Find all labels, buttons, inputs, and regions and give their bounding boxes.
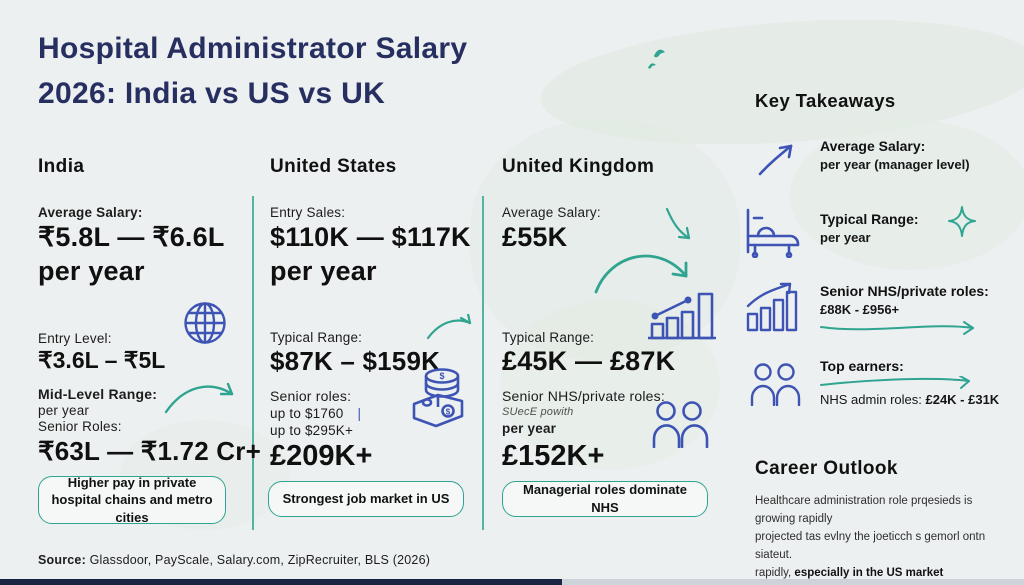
india-senior-roles-label: Senior Roles: (38, 419, 122, 434)
takeaway-3-title: Senior NHS/private roles: (820, 283, 989, 299)
india-mid-level-unit: per year (38, 403, 90, 418)
uk-typical-range-value: £45K — £87K (502, 346, 676, 376)
us-typical-range-value: $87K – $159K (270, 346, 441, 376)
career-outlook-paragraph: Healthcare administration role prqesieds… (755, 492, 1007, 582)
uk-average-salary-label: Average Salary: (502, 205, 601, 220)
curved-arrow-icon (665, 207, 691, 240)
takeaway-2-title: Typical Range: (820, 211, 919, 227)
india-entry-level-label: Entry Level: (38, 331, 112, 346)
us-senior-line1-text: up to $1760 (270, 406, 344, 421)
birds-icon (648, 49, 665, 69)
globe-icon (184, 302, 226, 344)
india-callout-text: Higher pay in private hospital chains an… (51, 474, 213, 525)
page-title-line1: Hospital Administrator Salary (38, 32, 468, 65)
uk-senior-unit: per year (502, 421, 557, 436)
india-senior-roles-value: ₹63L — ₹1.72 Cr+ (38, 436, 261, 466)
career-line1: Healthcare administration role prqesieds… (755, 495, 973, 525)
uk-average-salary-value: £55K (502, 222, 568, 252)
us-callout: Strongest job market in US (268, 481, 464, 517)
source-text: Glassdoor, PayScale, Salary.com, ZipRecr… (85, 553, 431, 567)
india-heading: India (38, 156, 85, 177)
column-divider (252, 196, 254, 530)
curved-arrow-icon (594, 254, 688, 294)
us-entry-value: $110K — $117K (270, 222, 471, 252)
hospital-bed-icon (746, 208, 800, 258)
takeaway-4-sub-label: NHS admin roles: (820, 392, 926, 407)
us-entry-label: Entry Sales: (270, 205, 346, 220)
curved-arrow-icon (164, 382, 234, 414)
us-senior-value: £209K+ (270, 440, 373, 472)
map-background-blob (470, 120, 740, 360)
career-outlook-heading: Career Outlook (755, 458, 898, 479)
us-callout-text: Strongest job market in US (282, 491, 450, 507)
us-typical-range-label: Typical Range: (270, 330, 363, 345)
career-line3-prefix: rapidly, (755, 567, 795, 579)
curved-arrow-icon (426, 314, 472, 340)
takeaway-3-sub: £88K - £956+ (820, 302, 900, 317)
long-arrow-icon (820, 321, 974, 335)
india-mid-level-label: Mid-Level Range: (38, 386, 158, 402)
uk-callout: Managerial roles dominate NHS (502, 481, 708, 517)
takeaway-2-sub: per year (820, 230, 871, 245)
india-average-salary-value: ₹5.8L — ₹6.6L (38, 222, 225, 252)
page-title-line2: 2026: India vs US vs UK (38, 77, 386, 110)
india-average-salary-unit: per year (38, 256, 145, 286)
us-senior-line1-bar: | (357, 406, 362, 421)
svg-text:$: $ (446, 408, 451, 417)
map-background-blob (790, 120, 1024, 270)
india-callout: Higher pay in private hospital chains an… (38, 474, 226, 525)
column-divider (482, 196, 484, 530)
sparkle-icon (948, 206, 976, 237)
us-heading: United States (270, 156, 397, 177)
career-line3-bold: especially in the US market (794, 567, 944, 579)
takeaway-1-sub: per year (manager level) (820, 157, 970, 172)
us-senior-line1: up to $1760 | (270, 406, 361, 422)
uk-callout-text: Managerial roles dominate NHS (523, 482, 687, 515)
source-label: Source: (38, 553, 86, 567)
uk-senior-value: £152K+ (502, 440, 605, 472)
map-background-blob (500, 300, 720, 470)
people-icon (750, 363, 801, 406)
key-takeaways-heading: Key Takeaways (755, 90, 896, 111)
india-entry-level-value: ₹3.6L – ₹5L (38, 347, 166, 373)
uk-senior-roles-label: Senior NHS/private roles: (502, 388, 665, 404)
people-icon (652, 401, 709, 448)
bottom-bar-light (562, 579, 1024, 585)
growth-bars-arrow-icon (746, 282, 798, 332)
india-average-salary-label: Average Salary: (38, 205, 143, 220)
svg-text:$: $ (439, 371, 444, 381)
takeaway-1-title: Average Salary: (820, 138, 926, 154)
us-senior-roles-label: Senior roles: (270, 388, 352, 404)
page-title: Hospital Administrator Salary 2026: Indi… (38, 26, 467, 116)
us-senior-line2: up to $295K+ (270, 423, 354, 438)
career-line2: projected tas evlny the joeticch s gemor… (755, 531, 986, 561)
us-entry-unit: per year (270, 256, 377, 286)
takeaway-4-sub: NHS admin roles: £24K - £31K (820, 392, 999, 407)
uk-senior-subtext: SUecE powith (502, 406, 574, 418)
money-icon: $ $ (412, 368, 464, 428)
takeaway-4-title: Top earners: (820, 358, 904, 374)
long-arrow-icon (820, 376, 970, 389)
uk-typical-range-label: Typical Range: (502, 330, 595, 345)
bar-chart-trend-icon (648, 292, 716, 340)
uk-heading: United Kingdom (502, 156, 655, 177)
arrow-up-right-icon (758, 144, 793, 176)
source-line: Source: Glassdoor, PayScale, Salary.com,… (38, 553, 430, 567)
bottom-bar-dark (0, 579, 562, 585)
takeaway-4-sub-value: £24K - £31K (925, 392, 1000, 407)
